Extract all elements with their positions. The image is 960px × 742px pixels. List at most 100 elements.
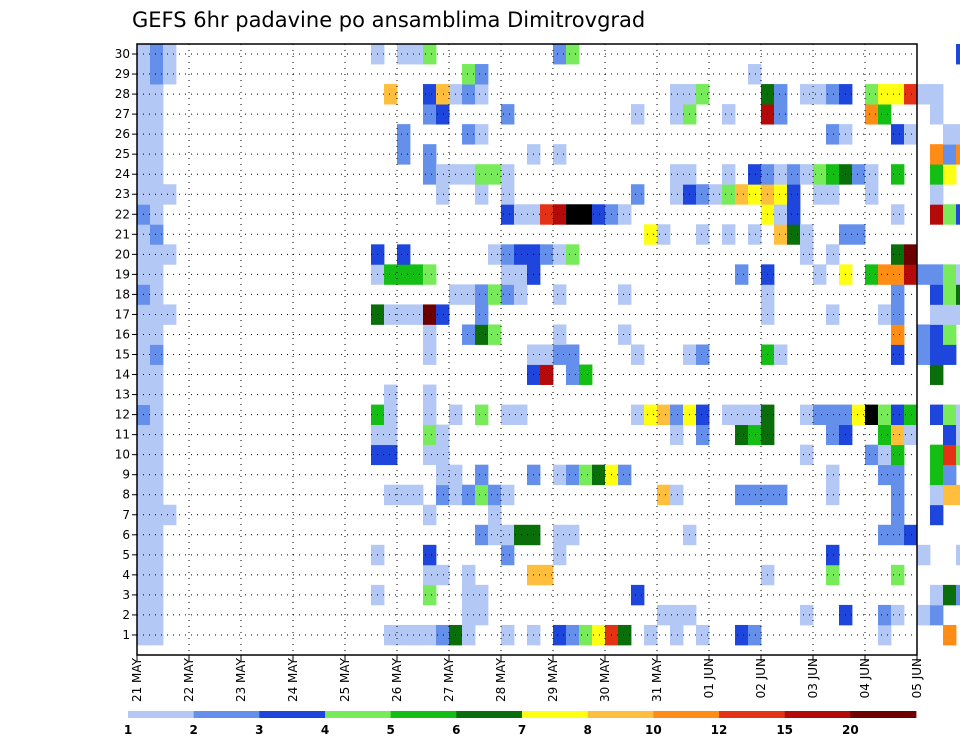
heatmap-cell xyxy=(826,164,840,185)
heatmap-cell xyxy=(956,484,960,506)
heatmap-cell xyxy=(150,124,164,145)
heatmap-cell xyxy=(813,404,827,426)
heatmap-cell xyxy=(891,124,905,145)
heatmap-cell xyxy=(423,444,437,466)
heatmap-cell xyxy=(657,404,671,426)
heatmap-cell xyxy=(540,204,554,225)
x-tick-label: 22 MAY xyxy=(182,657,196,702)
heatmap-cell xyxy=(774,184,788,205)
heatmap-cell xyxy=(943,324,957,345)
dotted-grid xyxy=(137,44,917,655)
heatmap-cell xyxy=(475,64,489,85)
y-tick-label: 21 xyxy=(115,227,130,241)
heatmap-cell xyxy=(397,484,411,506)
y-axis: 1234567891011121314151617181920212223242… xyxy=(115,47,137,642)
heatmap-cell xyxy=(618,284,632,305)
heatmap-cell xyxy=(709,184,723,205)
heatmap-cell xyxy=(436,464,450,486)
heatmap-cell xyxy=(826,484,840,506)
heatmap-cell xyxy=(540,564,554,586)
x-tick-label: 23 MAY xyxy=(234,657,248,702)
heatmap-cell xyxy=(462,64,476,85)
heatmap-cell xyxy=(150,384,164,405)
heatmap-cell xyxy=(579,204,593,225)
heatmap-cell xyxy=(397,304,411,325)
heatmap-cell xyxy=(475,84,489,105)
heatmap-cell xyxy=(501,244,515,265)
heatmap-cell xyxy=(930,444,944,466)
heatmap-cell xyxy=(384,444,398,466)
heatmap-cell xyxy=(670,424,684,446)
heatmap-cell xyxy=(943,464,957,486)
heatmap-cell xyxy=(423,424,437,446)
heatmap-cell xyxy=(917,344,931,365)
heatmap-cell xyxy=(930,144,944,165)
heatmap-cell xyxy=(553,624,567,646)
heatmap-cell xyxy=(735,424,749,446)
heatmap-cell xyxy=(904,264,918,285)
heatmap-cell xyxy=(917,324,931,345)
heatmap-cell xyxy=(917,264,931,285)
legend-label: 20 xyxy=(842,723,859,737)
heatmap-cell xyxy=(150,84,164,105)
heatmap-cell xyxy=(891,424,905,446)
heatmap-cell xyxy=(410,264,424,285)
legend-label: 4 xyxy=(321,723,329,737)
color-legend: 1 2 3 4 5 6 7 8 10 12 15 20 xyxy=(124,711,917,737)
heatmap-cell xyxy=(696,84,710,105)
heatmap-cell xyxy=(553,144,567,165)
heatmap-cell xyxy=(423,404,437,426)
heatmap-cell xyxy=(618,624,632,646)
heatmap-cell xyxy=(774,344,788,365)
heatmap-cell xyxy=(397,124,411,145)
heatmap-cell xyxy=(501,544,515,566)
heatmap-cell xyxy=(618,324,632,345)
heatmap-cell xyxy=(514,264,528,285)
heatmap-cell xyxy=(943,624,957,646)
heatmap-cell xyxy=(696,344,710,365)
heatmap-cell xyxy=(631,344,645,365)
heatmap-cell xyxy=(748,164,762,185)
x-tick-label: 29 MAY xyxy=(546,657,560,702)
heatmap-cell xyxy=(956,444,960,466)
heatmap-cell xyxy=(540,244,554,265)
heatmap-cell xyxy=(631,184,645,205)
heatmap-cell xyxy=(956,144,960,165)
heatmap-cell xyxy=(865,264,879,285)
heatmap-cell xyxy=(163,44,177,65)
heatmap-cell xyxy=(384,264,398,285)
heatmap-cell xyxy=(618,464,632,486)
heatmap-cell xyxy=(566,364,580,385)
heatmap-cell xyxy=(397,44,411,65)
heatmap-cell xyxy=(488,164,502,185)
heatmap-cell xyxy=(436,484,450,506)
legend-swatch xyxy=(784,711,851,718)
heatmap-cell xyxy=(943,164,957,185)
heatmap-cell xyxy=(150,304,164,325)
heatmap-cell xyxy=(384,484,398,506)
heatmap-cell xyxy=(826,244,840,265)
legend-label: 8 xyxy=(583,723,591,737)
heatmap-cell xyxy=(423,164,437,185)
heatmap-cell xyxy=(436,424,450,446)
heatmap-cell xyxy=(943,124,957,145)
heatmap-cell xyxy=(475,584,489,606)
x-tick-label: 01 JUN xyxy=(702,658,716,698)
legend-swatch xyxy=(522,711,589,718)
y-tick-label: 29 xyxy=(115,67,130,81)
legend-swatch xyxy=(390,711,457,718)
heatmap-cell xyxy=(904,404,918,426)
heatmap-cell xyxy=(800,224,814,245)
heatmap-cell xyxy=(943,584,957,606)
heatmap-cell xyxy=(943,424,957,446)
y-tick-label: 14 xyxy=(115,368,130,382)
heatmap-cell xyxy=(150,224,164,245)
heatmap-cell xyxy=(800,404,814,426)
heatmap-cell xyxy=(696,184,710,205)
heatmap-cell xyxy=(787,184,801,205)
heatmap-cell xyxy=(930,284,944,305)
heatmap-cell xyxy=(150,364,164,385)
heatmap-cell xyxy=(423,84,437,105)
heatmap-cell xyxy=(501,404,515,426)
heatmap-cell xyxy=(566,624,580,646)
